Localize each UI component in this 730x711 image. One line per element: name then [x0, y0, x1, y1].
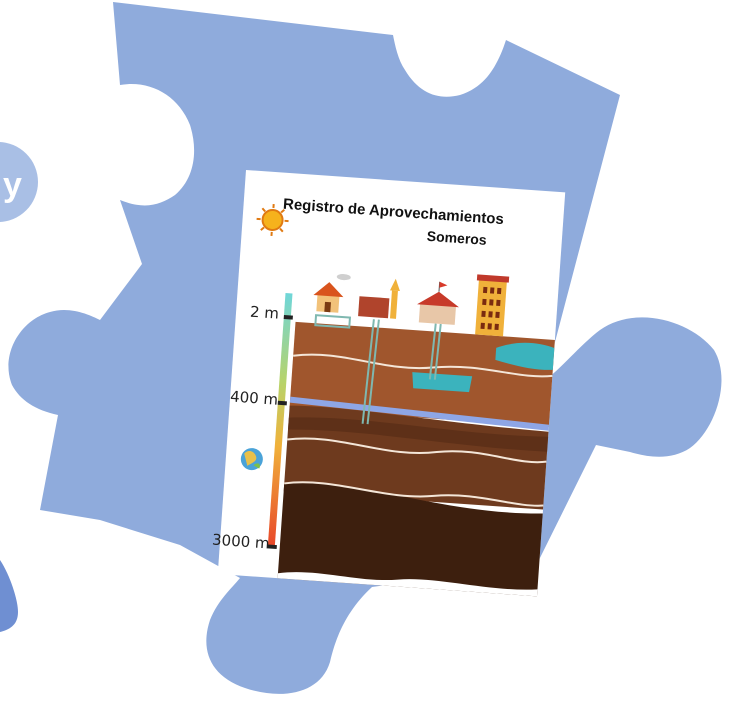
badge-letter: y	[3, 166, 22, 204]
aprovechamientos-card: Registro de Aprovechamientos Someros 2 m…	[210, 169, 565, 596]
depth-tick-2m	[284, 315, 293, 320]
depth-label-400m: 400 m	[230, 387, 279, 408]
depth-label-2m: 2 m	[250, 303, 280, 323]
left-blue-shape	[0, 560, 18, 632]
depth-tick-400m	[278, 401, 287, 406]
